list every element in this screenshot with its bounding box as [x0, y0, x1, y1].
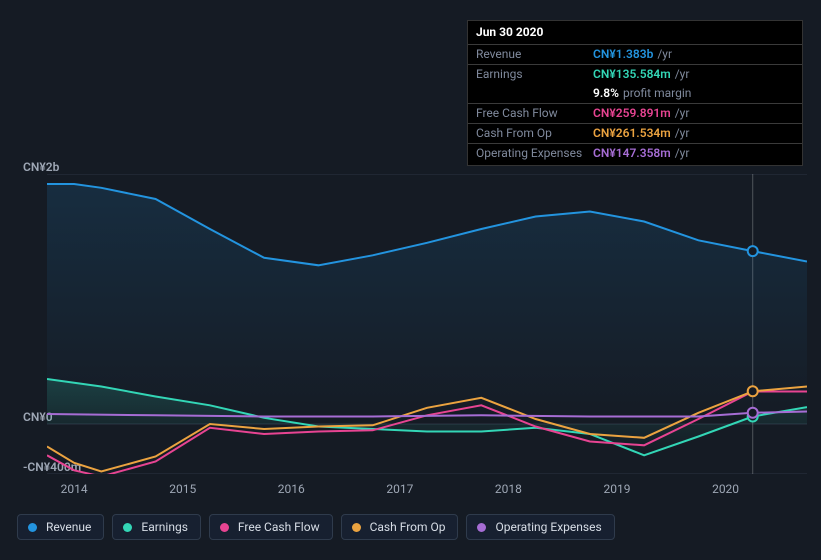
x-axis-label: 2020	[712, 482, 739, 496]
tooltip-row-label: Revenue	[476, 48, 593, 60]
chart-legend: Revenue Earnings Free Cash Flow Cash From O…	[17, 514, 615, 540]
y-axis-label: CN¥2b	[23, 160, 59, 174]
legend-item[interactable]: Cash From Op	[341, 514, 459, 540]
tooltip-row: RevenueCN¥1.383b/yr	[468, 44, 802, 64]
tooltip-row-unit: /yr	[657, 48, 672, 60]
tooltip-row-value: CN¥135.584m	[593, 68, 671, 80]
x-axis-label: 2019	[604, 482, 631, 496]
chart-plot-area	[47, 174, 807, 474]
legend-label: Earnings	[141, 520, 188, 534]
series-marker	[748, 246, 758, 256]
legend-swatch	[28, 523, 37, 532]
tooltip-row-unit: /yr	[675, 107, 690, 119]
x-axis: 2014 2015 2016 2017 2018 2019 2020	[47, 482, 807, 502]
series-marker	[748, 386, 758, 396]
tooltip-row-value: 9.8%	[593, 87, 619, 99]
tooltip-row: 9.8% profit margin	[468, 84, 802, 103]
legend-swatch	[123, 523, 132, 532]
tooltip-row: Free Cash FlowCN¥259.891m/yr	[468, 103, 802, 123]
legend-swatch	[352, 523, 361, 532]
legend-swatch	[477, 523, 486, 532]
tooltip-row-label: Free Cash Flow	[476, 107, 593, 119]
legend-label: Free Cash Flow	[238, 520, 320, 534]
tooltip-row-value: CN¥261.534m	[593, 127, 671, 139]
legend-label: Operating Expenses	[495, 520, 601, 534]
x-axis-label: 2018	[495, 482, 522, 496]
legend-item[interactable]: Free Cash Flow	[209, 514, 333, 540]
legend-label: Revenue	[46, 520, 91, 534]
x-axis-label: 2015	[169, 482, 196, 496]
tooltip-row-unit: profit margin	[623, 87, 691, 99]
series-area	[47, 184, 807, 424]
tooltip-date: Jun 30 2020	[468, 21, 802, 44]
legend-label: Cash From Op	[370, 520, 446, 534]
tooltip-row-value: CN¥259.891m	[593, 107, 671, 119]
series-marker	[748, 408, 758, 418]
tooltip-row-unit: /yr	[675, 127, 690, 139]
financials-chart: CN¥2bCN¥0-CN¥400m 2014201520162017201820…	[17, 152, 807, 487]
tooltip-row-value: CN¥1.383b	[593, 48, 653, 60]
legend-item[interactable]: Earnings	[112, 514, 201, 540]
tooltip-row-label: Earnings	[476, 68, 593, 80]
legend-item[interactable]: Operating Expenses	[466, 514, 614, 540]
metrics-tooltip: Jun 30 2020 RevenueCN¥1.383b/yrEarningsC…	[467, 20, 803, 166]
x-axis-label: 2014	[61, 482, 88, 496]
tooltip-row: Cash From OpCN¥261.534m/yr	[468, 123, 802, 143]
tooltip-row-label: Cash From Op	[476, 127, 593, 139]
tooltip-row: EarningsCN¥135.584m/yr	[468, 64, 802, 84]
x-axis-label: 2017	[386, 482, 413, 496]
x-axis-label: 2016	[278, 482, 305, 496]
tooltip-row-unit: /yr	[675, 68, 690, 80]
legend-item[interactable]: Revenue	[17, 514, 104, 540]
legend-swatch	[220, 523, 229, 532]
